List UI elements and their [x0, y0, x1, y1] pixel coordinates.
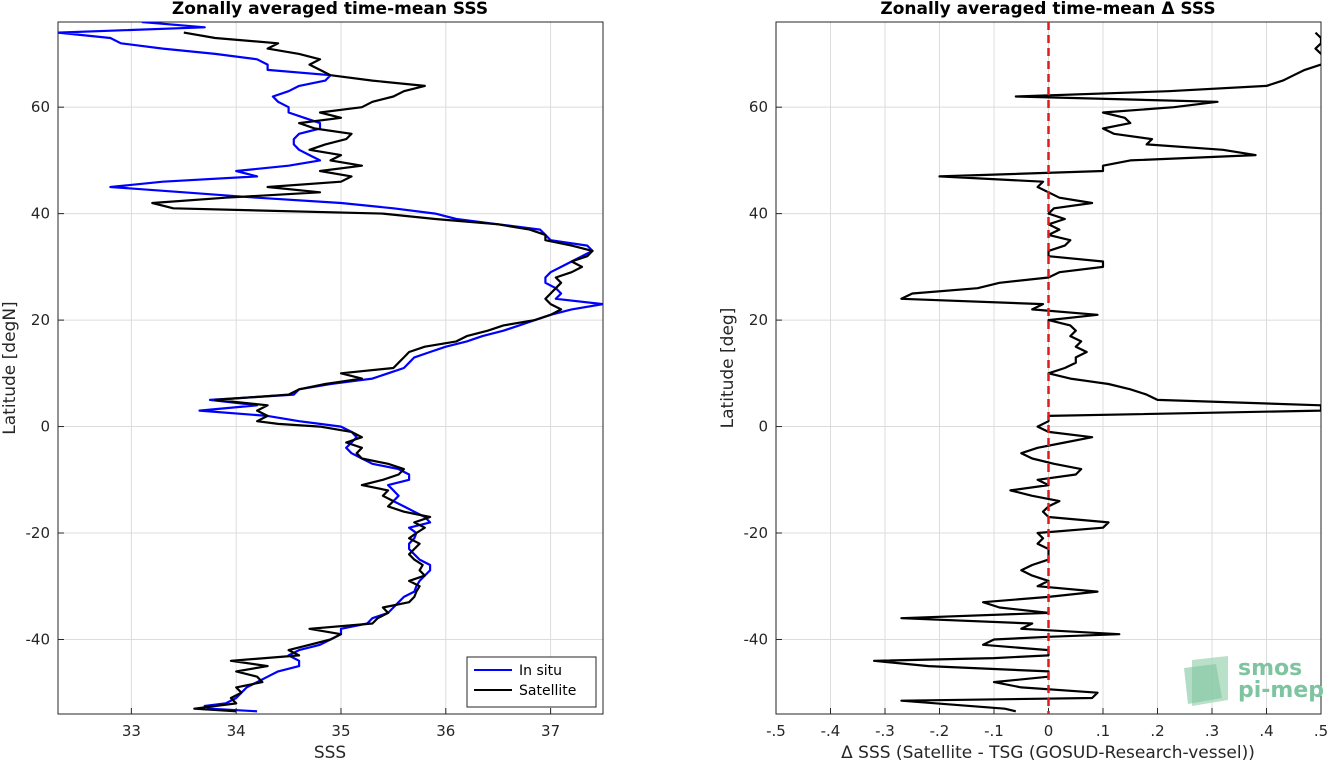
right-xtick-label-5: 0: [1044, 722, 1054, 740]
left-xtick-label-1: 34: [227, 722, 246, 740]
right-ytick-label-1: -20: [744, 524, 769, 542]
logo-line1: smos: [1238, 656, 1302, 681]
left-series: [58, 22, 603, 713]
right-xtick-label-2: -.3: [875, 722, 895, 740]
right-series: [873, 22, 1321, 714]
right-xtick-label-1: -.4: [821, 722, 841, 740]
right-axes: Zonally averaged time-mean Δ SSS -.5 -.4-…: [718, 0, 1328, 763]
left-xlabel: SSS: [314, 743, 346, 763]
left-xtick-label-4: 37: [541, 722, 560, 740]
left-xtick-label-0: 33: [122, 722, 141, 740]
right-xlabel: Δ SSS (Satellite - TSG (GOSUD-Research-v…: [841, 743, 1255, 763]
right-xtick-label-10: .5: [1314, 722, 1328, 740]
right-series-0-line: [873, 31, 1321, 713]
smos-pi-mep-logo: smos pi-mep: [1184, 656, 1324, 706]
left-axes-frame: [57, 21, 604, 715]
left-grid: [58, 22, 603, 714]
left-ticks: 33 34 35 36 37 -40 -20 0 20 40 60: [26, 98, 561, 740]
legend-label-satellite: Satellite: [519, 683, 576, 699]
left-series-in-situ-line: [58, 22, 603, 713]
right-xtick-label-0: -.5: [766, 722, 786, 740]
logo-mark-front: [1184, 664, 1222, 704]
right-title: Zonally averaged time-mean Δ SSS: [880, 0, 1215, 19]
left-series-satellite-line: [151, 31, 594, 713]
logo-line2: pi-mep: [1238, 678, 1324, 703]
left-ytick-label-5: 60: [31, 98, 50, 116]
right-ticks: -.5 -.4 -.3 -.2 -.1 0 .1 .2 .3 .4 .5 -40 -20 0 20 40 60: [744, 98, 1329, 740]
left-xtick-label-2: 35: [331, 722, 350, 740]
left-title: Zonally averaged time-mean SSS: [172, 0, 488, 19]
legend-label-in-situ: In situ: [519, 663, 562, 679]
left-ytick-label-4: 40: [31, 205, 50, 223]
legend-box: [466, 656, 597, 708]
left-ytick-label-0: -40: [26, 630, 51, 648]
right-ytick-label-3: 20: [749, 311, 768, 329]
right-xtick-label-3: -.2: [930, 722, 950, 740]
right-xtick-label-9: .4: [1259, 722, 1273, 740]
right-xtick-label-6: .1: [1096, 722, 1110, 740]
right-ytick-label-5: 60: [749, 98, 768, 116]
right-xtick-label-7: .2: [1150, 722, 1164, 740]
left-ytick-label-2: 0: [40, 418, 50, 436]
left-axes: Zonally averaged time-mean SSS 33 34 35 36 3…: [0, 0, 604, 763]
left-xtick-label-3: 36: [436, 722, 455, 740]
right-ytick-label-4: 40: [749, 205, 768, 223]
left-ytick-label-3: 20: [31, 311, 50, 329]
right-ytick-label-0: -40: [744, 630, 769, 648]
right-ylabel: Latitude [deg]: [718, 308, 738, 429]
right-xtick-label-8: .3: [1205, 722, 1219, 740]
right-ytick-label-2: 0: [758, 418, 768, 436]
legend: In situ Satellite: [466, 656, 597, 708]
left-ylabel: Latitude [degN]: [0, 301, 20, 434]
left-ytick-label-1: -20: [26, 524, 51, 542]
right-xtick-label-4: -.1: [984, 722, 1004, 740]
